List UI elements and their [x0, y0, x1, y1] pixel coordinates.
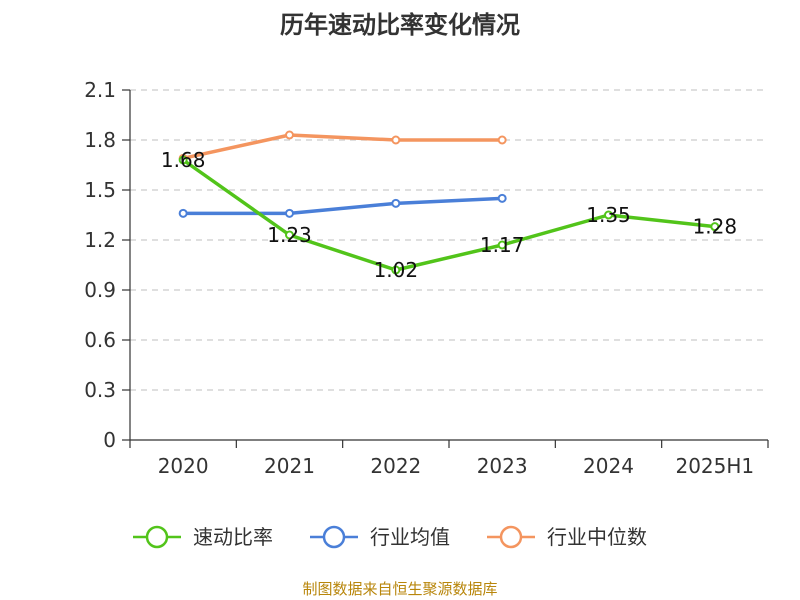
data-point — [497, 135, 507, 145]
y-tick-label: 1.2 — [84, 228, 116, 252]
x-tick-label: 2022 — [370, 454, 421, 478]
series-layer — [178, 130, 720, 275]
y-tick-label: 0.3 — [84, 378, 116, 402]
y-tick-label: 0.6 — [84, 328, 116, 352]
data-label: 1.28 — [693, 215, 738, 239]
axes: 0 0.3 0.6 0.9 1.2 1.5 1.8 2.1 2020 2021 2022 2023 20… — [84, 78, 769, 478]
y-tick-label: 2.1 — [84, 78, 116, 102]
data-point — [604, 210, 613, 220]
data-point — [285, 230, 294, 240]
data-point — [178, 208, 188, 218]
data-label: 1.68 — [161, 148, 206, 172]
data-label: 1.17 — [480, 233, 525, 257]
y-tick-label: 1.5 — [84, 178, 116, 202]
chart-title: 历年速动比率变化情况 — [280, 11, 520, 39]
data-point — [285, 208, 294, 218]
legend: 速动比率 行业均值 行业中位数 — [133, 525, 647, 549]
y-tick-label: 0 — [103, 428, 116, 452]
source-note: 制图数据来自恒生聚源数据库 — [302, 580, 497, 598]
series-line-2 — [182, 133, 503, 161]
series-line-0 — [182, 158, 716, 272]
data-point — [391, 135, 401, 145]
data-label: 1.35 — [586, 203, 631, 227]
data-point — [285, 130, 294, 140]
x-tick-label: 2024 — [583, 454, 634, 478]
y-tick-label: 0.9 — [84, 278, 116, 302]
series-line-1 — [183, 196, 503, 216]
data-point — [391, 198, 401, 208]
legend-label: 行业均值 — [370, 525, 450, 549]
legend-label: 行业中位数 — [547, 525, 647, 549]
grid-lines — [130, 89, 768, 391]
legend-marker — [322, 525, 346, 549]
y-tick-label: 1.8 — [84, 128, 116, 152]
x-tick-label: 2020 — [158, 454, 209, 478]
x-tick-label: 2025H1 — [675, 454, 754, 478]
data-point — [497, 240, 507, 250]
data-point — [178, 155, 188, 165]
legend-marker — [499, 525, 523, 549]
data-point — [497, 193, 507, 203]
data-labels: 1.68 1.23 1.02 1.17 1.35 1.28 — [161, 148, 737, 282]
legend-marker — [145, 525, 169, 549]
data-label: 1.02 — [374, 258, 419, 282]
legend-label: 速动比率 — [193, 525, 273, 549]
data-label: 1.23 — [267, 223, 312, 247]
data-point — [391, 265, 401, 275]
x-tick-label: 2023 — [477, 454, 528, 478]
data-point — [710, 222, 720, 232]
x-tick-label: 2021 — [264, 454, 315, 478]
